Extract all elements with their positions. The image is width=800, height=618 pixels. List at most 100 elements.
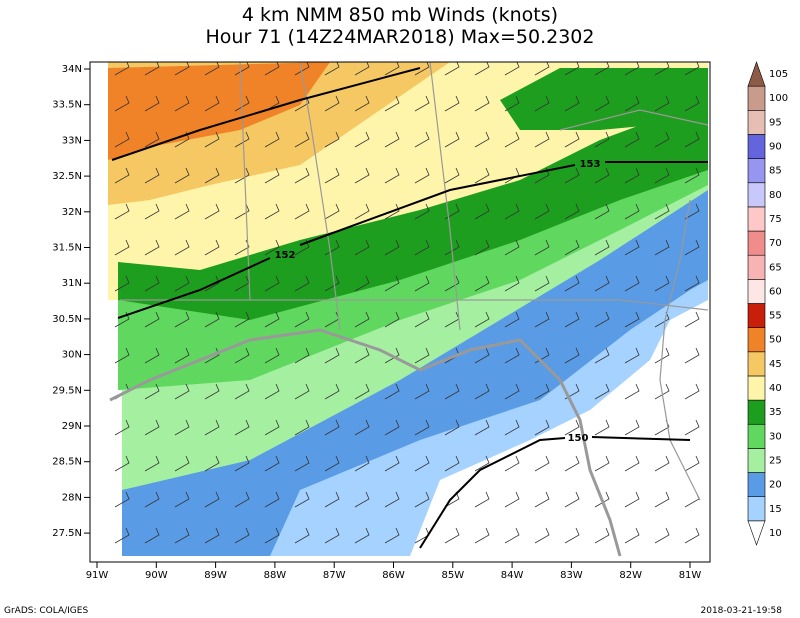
wind-barb <box>144 167 160 184</box>
wind-barb <box>624 239 640 256</box>
wind-barb <box>354 95 370 112</box>
wind-barb <box>684 275 700 292</box>
wind-barb <box>354 167 370 184</box>
wind-barb <box>504 455 520 472</box>
wind-barb <box>564 527 580 544</box>
wind-barb <box>684 167 700 184</box>
colorbar-label: 60 <box>769 286 782 297</box>
colorbar-cell <box>747 520 766 546</box>
wind-barb <box>504 383 520 400</box>
lat-label: 34N <box>62 64 82 75</box>
wind-barb <box>234 131 250 148</box>
wind-barb <box>444 419 460 436</box>
wind-barb <box>684 527 700 544</box>
wind-barb <box>594 311 610 328</box>
wind-barb <box>414 203 430 220</box>
colorbar-cell <box>747 399 766 425</box>
wind-barb <box>234 311 250 328</box>
colorbar-label: 95 <box>769 117 782 128</box>
wind-barb <box>264 455 280 472</box>
wind-barb <box>384 347 400 364</box>
wind-barb <box>594 491 610 508</box>
wind-barb <box>264 203 280 220</box>
wind-barb <box>234 455 250 472</box>
wind-barb <box>474 275 490 292</box>
wind-barb <box>624 347 640 364</box>
wind-barb <box>534 311 550 328</box>
wind-barb <box>384 311 400 328</box>
wind-barb <box>654 167 670 184</box>
wind-barb <box>654 239 670 256</box>
wind-barb <box>564 203 580 220</box>
wind-barb <box>384 167 400 184</box>
wind-barb <box>174 491 190 508</box>
wind-barb <box>144 383 160 400</box>
wind-barb <box>114 491 130 508</box>
colorbar-label: 35 <box>769 407 782 418</box>
wind-barb <box>114 167 130 184</box>
wind-barb <box>504 527 520 544</box>
wind-barb <box>174 239 190 256</box>
wind-barb <box>624 527 640 544</box>
lon-label: 84W <box>501 570 524 581</box>
wind-barb <box>414 239 430 256</box>
wind-barb <box>294 131 310 148</box>
wind-barb <box>114 347 130 364</box>
wind-barb <box>234 527 250 544</box>
colorbar-cell <box>747 61 766 87</box>
wind-barb <box>324 275 340 292</box>
footer-left: GrADS: COLA/IGES <box>4 606 88 616</box>
wind-barb <box>144 275 160 292</box>
wind-barb <box>384 131 400 148</box>
wind-barb <box>354 311 370 328</box>
wind-barb <box>594 455 610 472</box>
wind-barb <box>414 131 430 148</box>
wind-barb <box>264 383 280 400</box>
wind-barb <box>204 491 220 508</box>
wind-barb <box>684 383 700 400</box>
wind-barb <box>414 383 430 400</box>
wind-barb <box>384 95 400 112</box>
wind-barb <box>324 455 340 472</box>
colorbar-cell <box>747 303 766 328</box>
colorbar-label: 90 <box>769 142 782 153</box>
wind-barb <box>234 383 250 400</box>
wind-barb <box>294 419 310 436</box>
wind-barb <box>684 95 700 112</box>
wind-barb <box>204 527 220 544</box>
wind-barb <box>444 131 460 148</box>
wind-barb <box>564 419 580 436</box>
wind-barb <box>204 131 220 148</box>
wind-barb <box>624 419 640 436</box>
wind-barb <box>204 419 220 436</box>
wind-barb <box>114 239 130 256</box>
wind-barb <box>414 419 430 436</box>
wind-barb <box>234 347 250 364</box>
lat-label: 29.5N <box>52 385 82 396</box>
wind-barb <box>654 95 670 112</box>
colorbar-cell <box>747 110 766 135</box>
wind-barb <box>624 383 640 400</box>
colorbar-cell <box>747 375 766 401</box>
colorbar-label: 80 <box>769 190 782 201</box>
wind-barb <box>324 95 340 112</box>
lon-label: 82W <box>619 570 642 581</box>
wind-barb <box>504 131 520 148</box>
wind-barb <box>504 275 520 292</box>
wind-barb <box>504 167 520 184</box>
wind-barb <box>534 203 550 220</box>
wind-barb <box>564 131 580 148</box>
colorbar-cell <box>747 448 766 473</box>
wind-barb <box>474 131 490 148</box>
wind-barb <box>384 383 400 400</box>
wind-barb <box>114 275 130 292</box>
wind-barb <box>294 491 310 508</box>
wind-barb <box>204 95 220 112</box>
wind-barb <box>384 491 400 508</box>
wind-barb <box>444 167 460 184</box>
wind-barb <box>384 527 400 544</box>
lat-label: 30N <box>62 350 82 361</box>
wind-barb <box>264 491 280 508</box>
wind-barb <box>234 95 250 112</box>
